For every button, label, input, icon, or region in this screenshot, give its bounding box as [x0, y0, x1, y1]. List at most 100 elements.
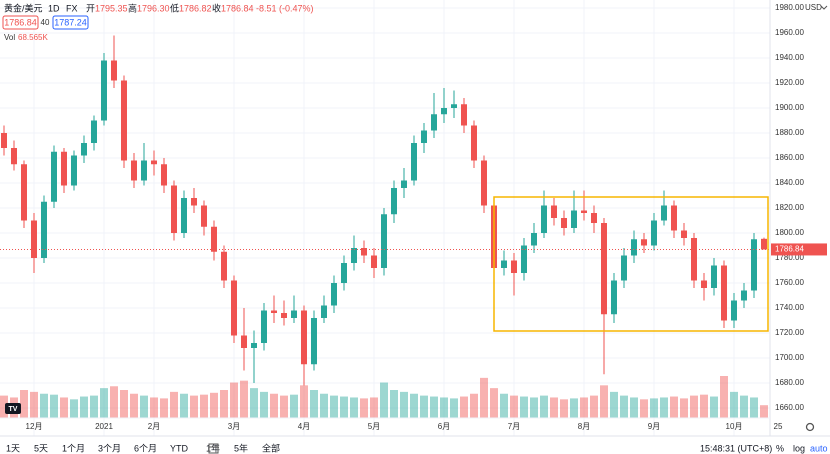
range-button[interactable]: 3个月: [98, 443, 121, 453]
candle-body: [581, 210, 587, 213]
last-price-label: 1786.84: [775, 245, 804, 254]
volume-bar: [320, 393, 328, 418]
scale-option[interactable]: %: [776, 443, 784, 453]
volume-bar: [560, 399, 568, 418]
candle-body: [21, 164, 27, 221]
scale-option[interactable]: auto: [810, 443, 828, 453]
last-price-box: [771, 243, 827, 256]
candle-body: [641, 239, 647, 246]
candle-body: [751, 239, 757, 291]
toolbar: 1天 5天 1个月 3个月 6个月 YTD 1年 5年 全部% log auto: [6, 442, 828, 453]
settings-icon[interactable]: [805, 422, 815, 432]
logo: TV: [5, 403, 21, 414]
currency[interactable]: USD: [805, 3, 822, 12]
volume-bar: [530, 397, 538, 418]
candle-body: [691, 238, 697, 281]
candle-body: [761, 238, 767, 250]
currency-caret: [820, 5, 828, 10]
price-axis: 1660.00 1680.00 1700.00 1720.00 1740.00 1760.…: [771, 3, 827, 412]
volume-bar: [120, 390, 128, 418]
ask-box[interactable]: [52, 15, 89, 30]
volume-bar: [220, 390, 228, 418]
candle-body: [501, 260, 507, 268]
volume-bar: [510, 395, 518, 418]
y-tick-label: 1860.00: [775, 153, 804, 162]
y-tick-label: 1720.00: [775, 328, 804, 337]
volume-bar: [100, 388, 108, 418]
y-tick-label: 1940.00: [775, 53, 804, 62]
range-button[interactable]: 5年: [234, 442, 248, 453]
x-tick-label: 8月: [578, 422, 590, 431]
volume-bar: [360, 398, 368, 418]
time-axis: 12月 2021 2月 3月 4月 5月 6月 7月 8月 9月 10月 25: [26, 422, 783, 431]
volume-bar: [270, 393, 278, 418]
y-tick-label: 1920.00: [775, 78, 804, 87]
candle-body: [671, 205, 677, 231]
candle-body: [31, 220, 37, 258]
volume-bar: [440, 397, 448, 418]
volume-bar: [280, 395, 288, 418]
candle-body: [141, 160, 147, 181]
volume-bar: [410, 393, 418, 418]
volume-bar: [110, 386, 118, 418]
range-button[interactable]: 全部: [262, 442, 280, 453]
y-tick-label: 1960.00: [775, 28, 804, 37]
volume-bar: [660, 397, 668, 418]
range-button[interactable]: 1天: [6, 443, 20, 453]
candle-body: [391, 188, 397, 215]
candle-body: [261, 310, 267, 343]
volume-bar: [330, 395, 338, 418]
bid-box[interactable]: [2, 15, 39, 30]
range-button[interactable]: 1个月: [62, 443, 85, 453]
symbol[interactable]: 黄金/美元: [4, 2, 43, 13]
x-tick-label: 25: [774, 422, 783, 431]
candle-body: [601, 223, 607, 315]
range-button[interactable]: 5天: [34, 443, 48, 453]
candle-body: [441, 108, 447, 115]
volume-bar: [290, 394, 298, 418]
candle-body: [721, 265, 727, 321]
volume-bar: [680, 398, 688, 418]
volume-bar: [600, 385, 608, 418]
candle-body: [321, 305, 327, 318]
volume-bar: [400, 391, 408, 418]
candle-body: [161, 164, 167, 186]
volume-bar: [150, 397, 158, 418]
candle-body: [271, 310, 277, 313]
candle-body: [371, 255, 377, 268]
y-tick-label: 1680.00: [775, 378, 804, 387]
candle-body: [221, 251, 227, 281]
ohlc-value: 1786.82: [179, 3, 212, 13]
candle-body: [681, 230, 687, 238]
volume-bar: [240, 380, 248, 418]
y-tick-label: 1700.00: [775, 353, 804, 362]
volume-bar: [730, 391, 738, 418]
x-tick-label: 6月: [438, 422, 450, 431]
range-button[interactable]: YTD: [170, 443, 189, 453]
ohlc-value: 1786.84: [221, 3, 254, 13]
calendar-icon[interactable]: [208, 443, 219, 454]
range-button[interactable]: 6个月: [134, 443, 157, 453]
ohlc-caption: 高: [128, 2, 137, 13]
candle-body: [71, 155, 77, 186]
volume-bar: [140, 395, 148, 418]
volume-bar: [160, 398, 168, 418]
volume-bar: [460, 396, 468, 418]
volume-bar: [430, 396, 438, 418]
y-tick-label: 1740.00: [775, 303, 804, 312]
scale-option[interactable]: log: [793, 443, 805, 453]
candle-body: [351, 248, 357, 263]
candle-body: [101, 60, 107, 121]
y-tick-label: 1900.00: [775, 103, 804, 112]
candle-body: [1, 133, 7, 148]
candle-body: [11, 148, 17, 165]
candle-body: [241, 335, 247, 348]
range-button[interactable]: 1年: [206, 442, 220, 453]
y-tick-label: 1980.00: [775, 3, 804, 12]
drawn-rectangle[interactable]: [493, 196, 769, 332]
volume-title: Vol: [4, 33, 15, 42]
volume-bar: [710, 396, 718, 418]
candle-body: [731, 300, 737, 321]
x-tick-label: 2月: [148, 422, 160, 431]
volume-bar: [40, 393, 48, 418]
